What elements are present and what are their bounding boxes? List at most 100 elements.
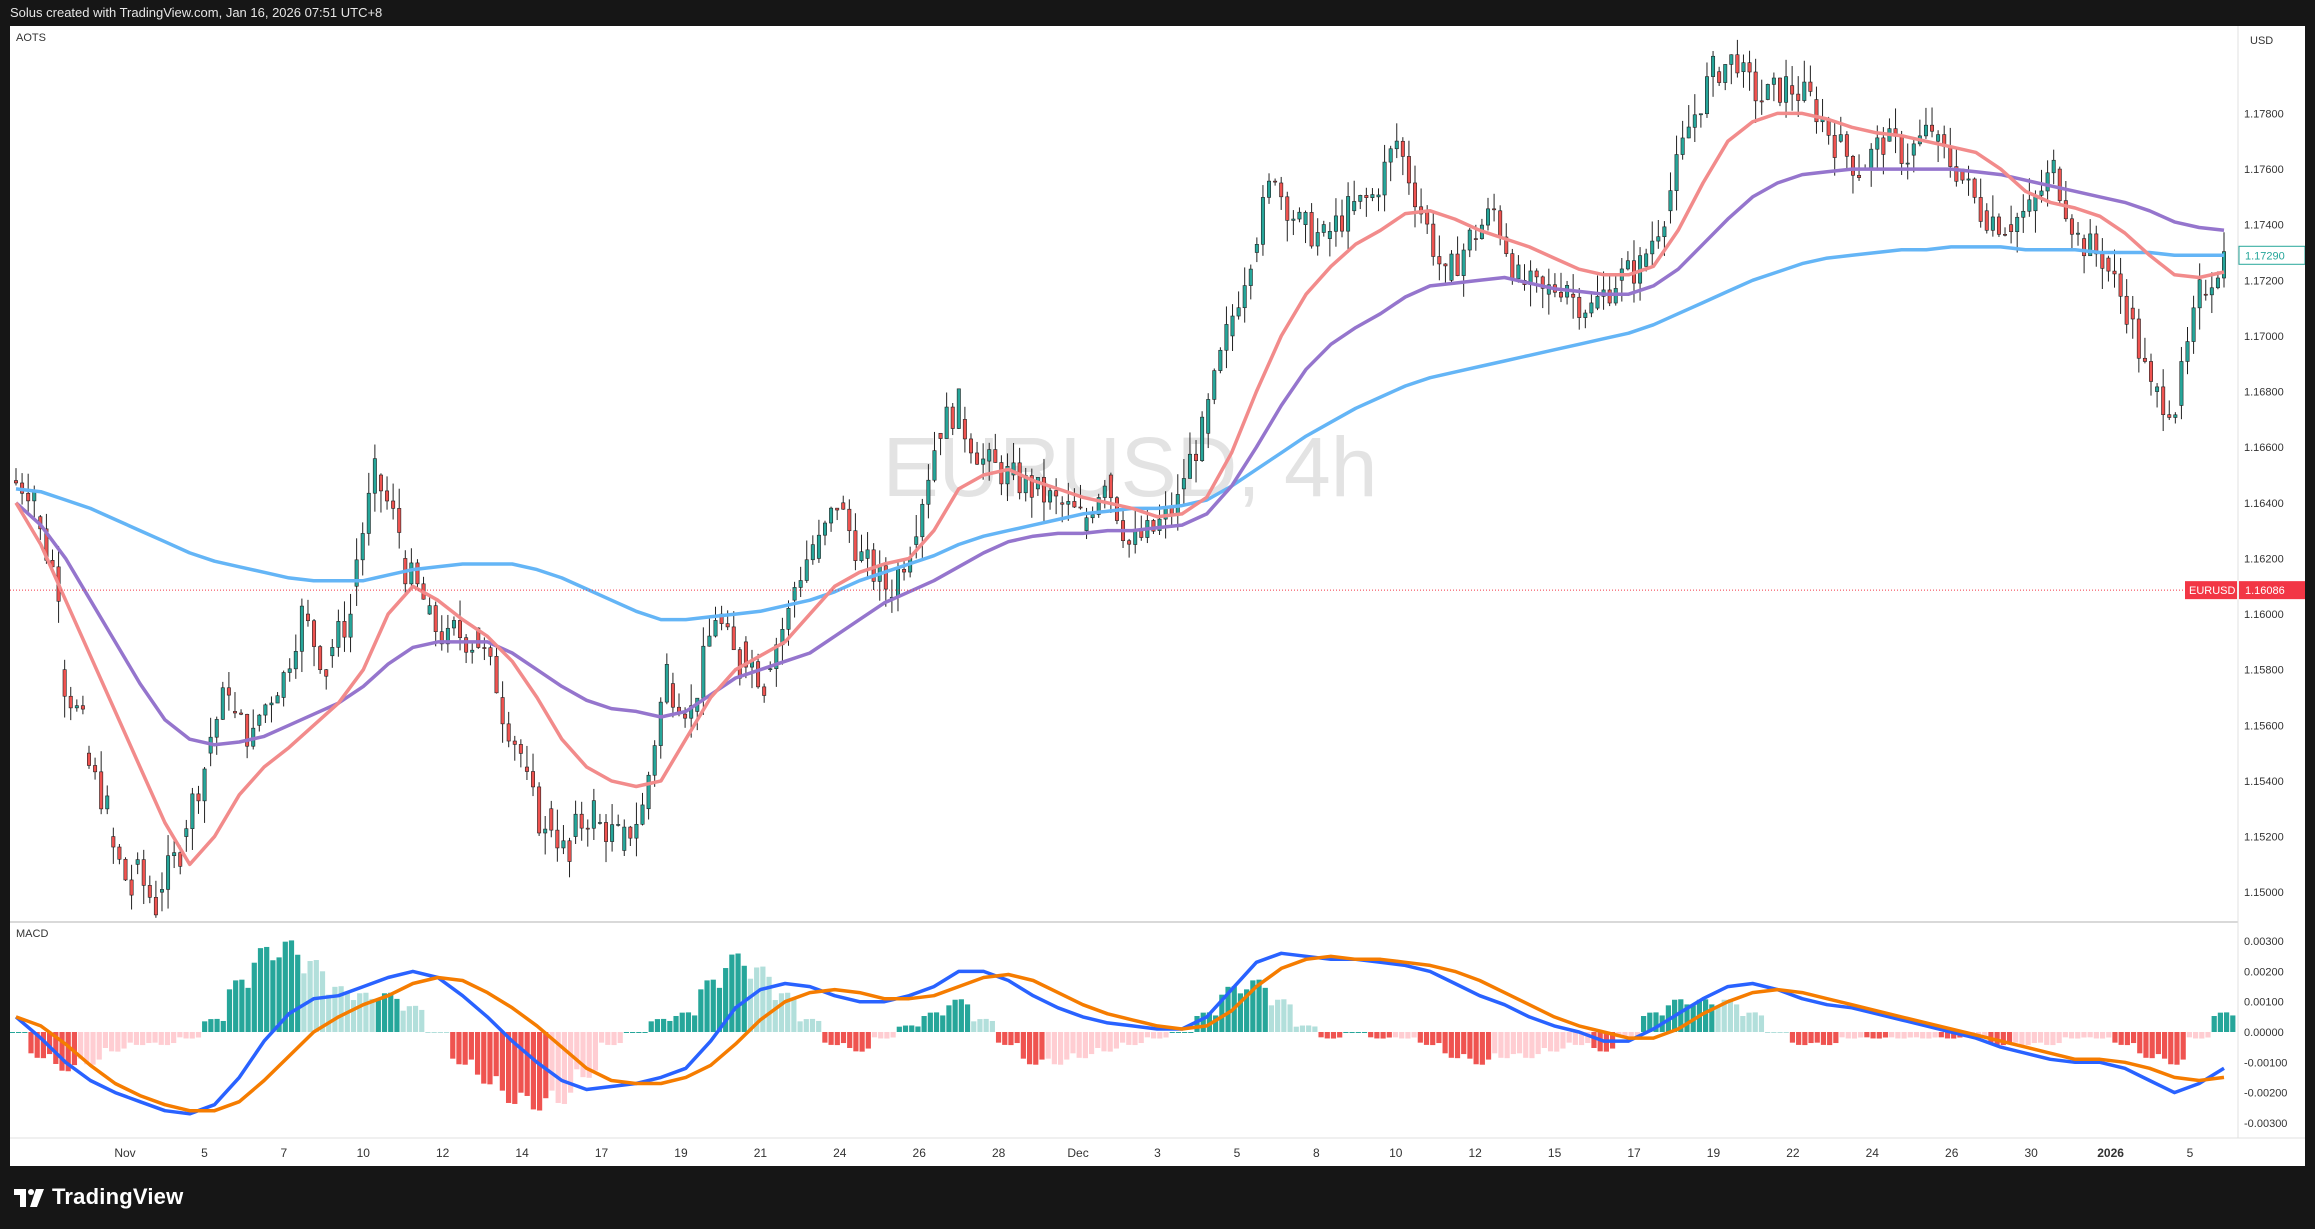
macd-histogram-bar bbox=[2199, 1032, 2205, 1039]
macd-histogram-bar bbox=[456, 1032, 462, 1065]
macd-histogram-bar bbox=[1423, 1032, 1430, 1045]
macd-histogram-bar bbox=[642, 1032, 648, 1033]
macd-histogram-bar bbox=[319, 971, 326, 1032]
time-axis-label: Nov bbox=[114, 1146, 135, 1160]
macd-histogram-bar bbox=[909, 1025, 915, 1032]
macd-histogram-bar bbox=[381, 993, 388, 1032]
candle-body bbox=[2106, 257, 2111, 272]
ma-mid-line bbox=[14, 167, 2225, 747]
macd-histogram-bar bbox=[1337, 1032, 1343, 1038]
price-axis-currency: USD bbox=[2250, 35, 2273, 47]
macd-histogram-bar bbox=[958, 999, 964, 1032]
macd-histogram-bar bbox=[1250, 980, 1256, 1032]
macd-histogram-bar bbox=[1913, 1032, 1920, 1038]
candle-body bbox=[1844, 134, 1849, 157]
macd-histogram-bar bbox=[1895, 1032, 1901, 1039]
candle-body bbox=[1832, 135, 1837, 158]
macd-histogram-bar bbox=[890, 1032, 896, 1038]
macd-histogram-bar bbox=[574, 1032, 580, 1070]
candle-body bbox=[2209, 287, 2214, 296]
candle-body bbox=[640, 804, 645, 825]
tradingview-logo[interactable]: TradingView bbox=[12, 1182, 183, 1212]
candle-body bbox=[646, 774, 651, 810]
candle-body bbox=[348, 613, 353, 638]
price-axis-tick: 1.15400 bbox=[2244, 776, 2284, 788]
candle-body bbox=[342, 621, 347, 638]
macd-histogram-bar bbox=[536, 1032, 543, 1111]
candle-body bbox=[445, 627, 450, 645]
macd-histogram-bar bbox=[1547, 1032, 1554, 1052]
candle-body bbox=[920, 503, 925, 538]
candle-body bbox=[2161, 386, 2166, 415]
macd-histogram-bar bbox=[2217, 1012, 2223, 1032]
candle-body bbox=[68, 695, 73, 709]
candle-body bbox=[841, 502, 846, 510]
candle-body bbox=[1340, 215, 1344, 232]
candle-body bbox=[1680, 137, 1685, 155]
macd-pane-label: MACD bbox=[16, 928, 48, 940]
candle-body bbox=[385, 490, 390, 502]
macd-histogram-bar bbox=[1144, 1032, 1151, 1038]
candle-body bbox=[628, 826, 633, 839]
macd-histogram-bar bbox=[971, 1021, 977, 1032]
candle-body bbox=[1692, 114, 1697, 128]
macd-histogram-bar bbox=[164, 1032, 171, 1046]
candle-body bbox=[1200, 416, 1205, 461]
candle-body bbox=[756, 661, 761, 688]
candle-body bbox=[1948, 146, 1953, 167]
candle-body bbox=[123, 858, 128, 881]
macd-histogram-bar bbox=[2044, 1032, 2050, 1045]
macd-histogram-bar bbox=[1355, 1032, 1361, 1033]
candle-body bbox=[318, 646, 323, 671]
candle-body bbox=[804, 559, 809, 581]
macd-histogram-bar bbox=[927, 1012, 933, 1032]
macd-histogram-bar bbox=[127, 1032, 133, 1043]
macd-histogram-bar bbox=[2037, 1032, 2044, 1043]
bottombar: TradingView bbox=[0, 1166, 2315, 1229]
candle-body bbox=[1327, 231, 1332, 239]
macd-histogram-bar bbox=[1845, 1032, 1851, 1039]
candle-body bbox=[1102, 485, 1107, 498]
candle-body bbox=[1516, 264, 1521, 280]
time-axis-label: 2026 bbox=[2097, 1146, 2124, 1160]
macd-histogram-bar bbox=[2056, 1032, 2062, 1044]
macd-histogram-bar bbox=[518, 1032, 524, 1093]
macd-histogram-bar bbox=[2118, 1032, 2124, 1045]
candle-body bbox=[585, 827, 590, 830]
candle-body bbox=[2197, 279, 2202, 309]
macd-histogram-bar bbox=[1560, 1032, 1566, 1049]
candle-body bbox=[1954, 166, 1959, 182]
macd-histogram-bar bbox=[1982, 1032, 1988, 1038]
macd-histogram-bar bbox=[586, 1032, 592, 1078]
candle-body bbox=[1771, 77, 1776, 85]
candle-body bbox=[1449, 253, 1454, 281]
candle-body bbox=[1388, 148, 1393, 163]
candle-body bbox=[1273, 180, 1278, 183]
time-axis-label: 26 bbox=[913, 1146, 927, 1160]
macd-histogram-bar bbox=[208, 1019, 214, 1032]
macd-histogram-bar bbox=[1281, 999, 1287, 1032]
macd-histogram-bar bbox=[53, 1032, 59, 1064]
candle-body bbox=[987, 449, 992, 462]
macd-histogram-bar bbox=[2149, 1032, 2155, 1059]
macd-histogram-bar bbox=[1361, 1032, 1368, 1033]
candle-body bbox=[1923, 124, 1928, 137]
chart-canvas[interactable]: EURUSD, 4h AOTS MACD USD 1.17800 1.17600 1.174… bbox=[10, 26, 2305, 1166]
candle-body bbox=[2142, 357, 2147, 362]
candle-body bbox=[524, 766, 529, 772]
macd-histogram-bar bbox=[1492, 1032, 1498, 1054]
macd-histogram-bar bbox=[1076, 1032, 1082, 1058]
macd-histogram-bar bbox=[1194, 1016, 1200, 1032]
time-axis-label: 14 bbox=[515, 1146, 529, 1160]
candle-body bbox=[938, 432, 943, 439]
candle-body bbox=[932, 450, 937, 481]
macd-histogram-bar bbox=[2006, 1032, 2013, 1044]
candle-body bbox=[847, 508, 852, 532]
candle-body bbox=[451, 620, 456, 629]
candle-body bbox=[1674, 154, 1679, 191]
chart-frame[interactable]: EURUSD, 4h AOTS MACD USD 1.17800 1.17600 1.174… bbox=[10, 26, 2305, 1166]
candle-body bbox=[433, 605, 438, 632]
time-axis-label: 17 bbox=[1627, 1146, 1641, 1160]
macd-histogram-bar bbox=[1566, 1032, 1572, 1043]
macd-histogram-bar bbox=[363, 992, 369, 1032]
